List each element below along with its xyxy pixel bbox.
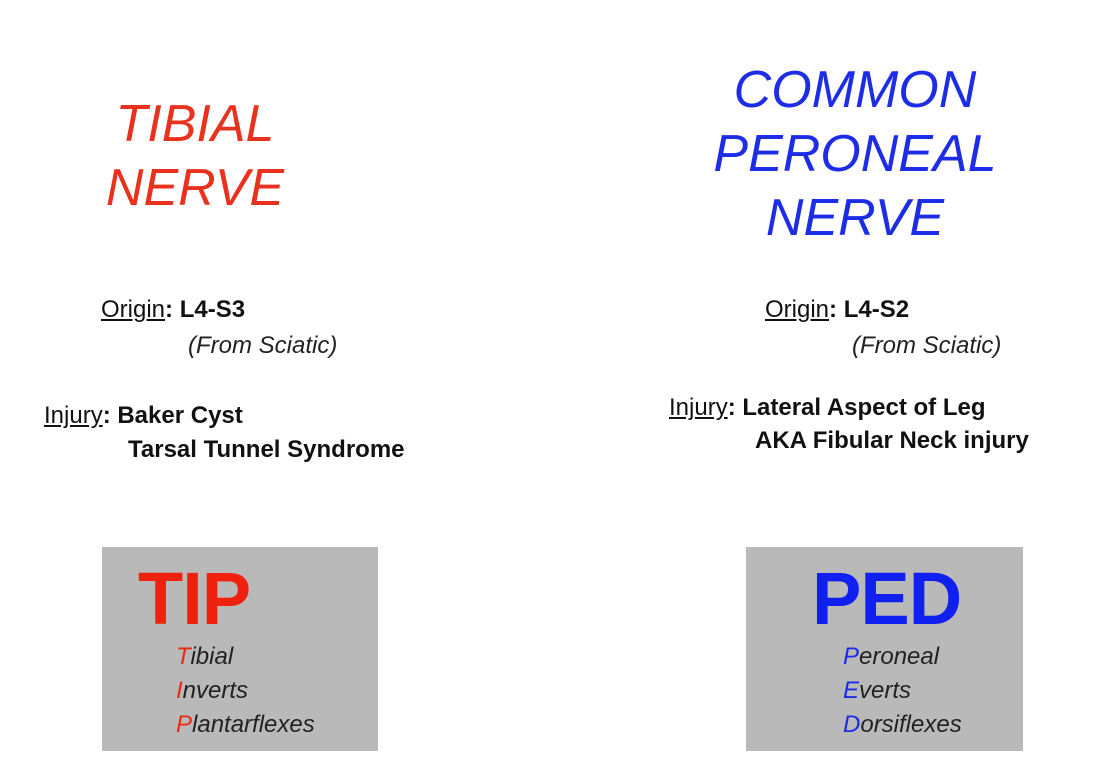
peroneal-mnemonic-item: Dorsiflexes bbox=[843, 708, 962, 742]
mnemonic-initial: P bbox=[843, 643, 860, 670]
peroneal-origin-label: Origin bbox=[765, 296, 830, 323]
tibial-acronym: TIP bbox=[138, 557, 251, 640]
peroneal-mnemonic-box: PED Peroneal Everts Dorsiflexes bbox=[746, 547, 1023, 751]
mnemonic-rest: orsiflexes bbox=[860, 711, 962, 738]
mnemonic-rest: ibial bbox=[190, 643, 234, 670]
peroneal-mnemonic-list: Peroneal Everts Dorsiflexes bbox=[843, 640, 962, 742]
tibial-origin-label: Origin bbox=[101, 296, 166, 323]
tibial-origin-note: (From Sciatic) bbox=[188, 332, 338, 359]
tibial-mnemonic-item: Inverts bbox=[176, 674, 315, 708]
peroneal-mnemonic-item: Peroneal bbox=[843, 640, 962, 674]
peroneal-title-line-2: PERONEAL bbox=[713, 125, 997, 183]
peroneal-title-line-1: COMMON bbox=[733, 61, 977, 119]
peroneal-mnemonic-item: Everts bbox=[843, 674, 962, 708]
tibial-injury: Injury: Baker Cyst bbox=[44, 400, 243, 432]
tibial-title-line-2: NERVE bbox=[105, 159, 285, 217]
tibial-mnemonic-item: Tibial bbox=[176, 640, 315, 674]
mnemonic-initial: P bbox=[176, 711, 193, 738]
tibial-mnemonic-box: TIP Tibial Inverts Plantarflexes bbox=[102, 547, 378, 751]
tibial-injury-value-1: : Baker Cyst bbox=[102, 402, 243, 429]
tibial-injury-value-2: Tarsal Tunnel Syndrome bbox=[128, 436, 405, 463]
tibial-mnemonic-list: Tibial Inverts Plantarflexes bbox=[176, 640, 315, 742]
peroneal-origin: Origin: L4-S2 bbox=[765, 294, 909, 326]
peroneal-acronym: PED bbox=[812, 557, 962, 640]
mnemonic-initial: I bbox=[176, 677, 183, 704]
tibial-title-line-1: TIBIAL bbox=[115, 95, 275, 153]
tibial-mnemonic-item: Plantarflexes bbox=[176, 708, 315, 742]
mnemonic-initial: E bbox=[843, 677, 860, 704]
peroneal-injury-value-1: : Lateral Aspect of Leg bbox=[727, 394, 986, 421]
mnemonic-rest: lantarflexes bbox=[192, 711, 315, 738]
peroneal-injury-label: Injury bbox=[669, 394, 728, 421]
mnemonic-initial: T bbox=[176, 643, 191, 670]
peroneal-injury: Injury: Lateral Aspect of Leg bbox=[669, 392, 986, 424]
peroneal-title-line-3: NERVE bbox=[765, 189, 945, 247]
tibial-origin: Origin: L4-S3 bbox=[101, 294, 245, 326]
peroneal-origin-value: : L4-S2 bbox=[829, 296, 910, 323]
mnemonic-rest: verts bbox=[859, 677, 912, 704]
mnemonic-initial: D bbox=[843, 711, 861, 738]
tibial-injury-label: Injury bbox=[44, 402, 103, 429]
peroneal-origin-note: (From Sciatic) bbox=[852, 332, 1002, 359]
peroneal-injury-value-2: AKA Fibular Neck injury bbox=[755, 427, 1029, 454]
tibial-origin-value: : L4-S3 bbox=[165, 296, 246, 323]
tibial-nerve-title: TIBIAL NERVE bbox=[60, 92, 330, 220]
mnemonic-rest: eroneal bbox=[859, 643, 940, 670]
peroneal-nerve-title: COMMON PERONEAL NERVE bbox=[650, 58, 1060, 250]
mnemonic-rest: nverts bbox=[182, 677, 249, 704]
